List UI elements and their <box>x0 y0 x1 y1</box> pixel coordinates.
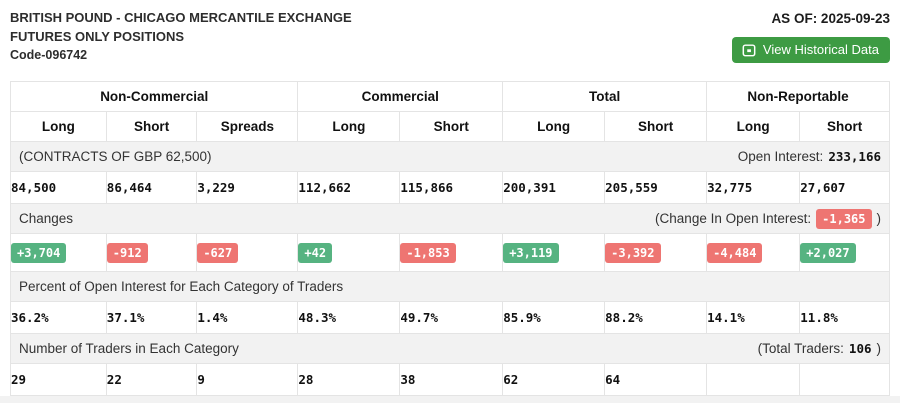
report-code: Code-096742 <box>10 48 88 62</box>
traders-value: 9 <box>196 363 299 396</box>
position-value: 27,607 <box>799 171 890 204</box>
traders-value: 38 <box>399 363 504 396</box>
percents-row: 36.2% 37.1% 1.4% 48.3% 49.7% 85.9% 88.2%… <box>10 301 890 334</box>
traders-value: 28 <box>297 363 401 396</box>
percent-value: 85.9% <box>502 301 606 334</box>
position-value: 205,559 <box>604 171 708 204</box>
percent-band-label: Percent of Open Interest for Each Catego… <box>19 279 344 294</box>
report-titles: BRITISH POUND - CHICAGO MERCANTILE EXCHA… <box>10 9 352 70</box>
change-badge: -912 <box>106 242 148 263</box>
change-badge: +3,119 <box>503 242 559 263</box>
position-value: 32,775 <box>706 171 801 204</box>
report-subtitle: FUTURES ONLY POSITIONS <box>10 28 185 44</box>
column-header: Long <box>502 111 606 142</box>
column-header: Short <box>105 111 198 142</box>
group-header-non-commercial: Non-Commercial <box>9 81 299 112</box>
view-historical-data-button[interactable]: View Historical Data <box>731 37 890 63</box>
change-badge: -4,484 <box>707 242 763 263</box>
report-header: BRITISH POUND - CHICAGO MERCANTILE EXCHA… <box>0 0 900 70</box>
change-badge: +2,027 <box>800 242 856 263</box>
cot-table: Non-Commercial Commercial Total Non-Repo… <box>9 81 890 396</box>
change-badge: -627 <box>197 242 239 263</box>
position-value: 3,229 <box>196 171 299 204</box>
group-header-commercial: Commercial <box>297 81 504 112</box>
position-value: 112,662 <box>297 171 401 204</box>
changes-band-row: Changes (Change In Open Interest: -1,365… <box>10 203 890 234</box>
header-right: AS OF: 2025-09-23 View Historical Data <box>731 9 890 70</box>
change-in-oi-badge: -1,365 <box>816 208 872 229</box>
position-value: 200,391 <box>502 171 606 204</box>
group-header-non-reportable: Non-Reportable <box>706 81 890 112</box>
percent-value: 88.2% <box>604 301 708 334</box>
percent-value: 48.3% <box>297 301 401 334</box>
traders-value: 22 <box>105 363 198 396</box>
column-header: Long <box>10 111 107 142</box>
traders-row: 29 22 9 28 38 62 64 <box>10 363 890 396</box>
positions-row: 84,500 86,464 3,229 112,662 115,866 200,… <box>10 171 890 204</box>
column-header: Short <box>799 111 890 142</box>
percent-value: 37.1% <box>105 301 198 334</box>
total-traders-label: (Total Traders: <box>757 341 844 356</box>
change-badge: +42 <box>298 242 333 263</box>
column-header: Spreads <box>196 111 299 142</box>
column-header: Short <box>399 111 504 142</box>
contracts-band-row: (CONTRACTS OF GBP 62,500) Open Interest:… <box>10 141 890 172</box>
traders-value <box>706 363 801 396</box>
traders-value: 62 <box>502 363 606 396</box>
group-header-row: Non-Commercial Commercial Total Non-Repo… <box>9 81 890 112</box>
horizontal-scrollbar[interactable] <box>0 396 900 403</box>
percent-band-row: Percent of Open Interest for Each Catego… <box>10 271 890 302</box>
position-value: 86,464 <box>105 171 198 204</box>
traders-value: 29 <box>10 363 107 396</box>
traders-value: 64 <box>604 363 708 396</box>
change-in-oi-close-paren: ) <box>876 211 882 226</box>
view-historical-data-label: View Historical Data <box>762 42 879 57</box>
open-interest-label: Open Interest: <box>737 149 824 164</box>
total-traders-value: 106 <box>848 341 872 356</box>
open-interest-value: 233,166 <box>828 149 881 164</box>
column-header: Short <box>604 111 708 142</box>
percent-value: 1.4% <box>196 301 299 334</box>
change-badge: +3,704 <box>11 242 67 263</box>
column-header: Long <box>706 111 801 142</box>
percent-value: 14.1% <box>706 301 801 334</box>
as-of-date: AS OF: 2025-09-23 <box>771 11 890 26</box>
column-header: Long <box>297 111 401 142</box>
sub-header-row: Long Short Spreads Long Short Long Short… <box>10 111 890 142</box>
position-value: 115,866 <box>399 171 504 204</box>
percent-value: 11.8% <box>799 301 890 334</box>
change-badge: -1,853 <box>400 242 456 263</box>
change-in-oi-label: (Change In Open Interest: <box>655 211 812 226</box>
traders-band-row: Number of Traders in Each Category (Tota… <box>10 333 890 364</box>
traders-band-label: Number of Traders in Each Category <box>19 341 239 356</box>
changes-row: +3,704 -912 -627 +42 -1,853 +3,119 -3,39… <box>10 233 890 272</box>
change-badge: -3,392 <box>605 242 661 263</box>
position-value: 84,500 <box>10 171 107 204</box>
calendar-icon <box>742 43 756 57</box>
report-title: BRITISH POUND - CHICAGO MERCANTILE EXCHA… <box>10 10 352 25</box>
traders-value <box>799 363 890 396</box>
percent-value: 49.7% <box>399 301 504 334</box>
contracts-label: (CONTRACTS OF GBP 62,500) <box>19 149 212 164</box>
percent-value: 36.2% <box>10 301 107 334</box>
total-traders-close-paren: ) <box>876 341 882 356</box>
changes-label: Changes <box>19 211 74 226</box>
group-header-total: Total <box>502 81 708 112</box>
